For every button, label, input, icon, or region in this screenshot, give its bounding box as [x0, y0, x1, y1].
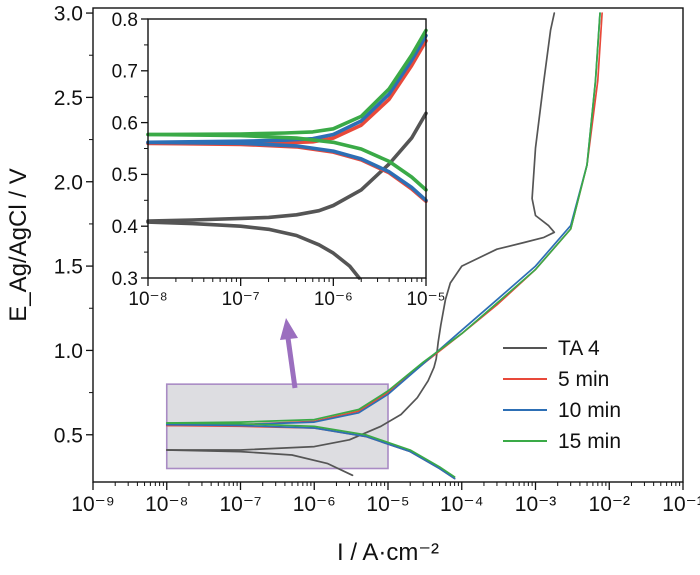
legend-label: TA 4	[558, 337, 600, 360]
main-series-3-branch-0	[165, 12, 601, 424]
inset-x-tick-label: 10⁻⁶	[314, 289, 353, 310]
main-y-tick-label: 0.5	[54, 424, 83, 447]
main-x-tick-label: 10⁻⁸	[145, 493, 188, 516]
inset-series-2-branch-1	[146, 140, 428, 203]
inset-y-tick-label: 0.8	[112, 10, 138, 31]
inset-x-tick-label: 10⁻⁷	[222, 289, 260, 310]
inset-plot: 10⁻⁸ 10⁻⁷ 10⁻⁶ 10⁻⁵ 0.3 0.4 0.5 0.6 0.7 0.8	[112, 10, 446, 310]
main-plot: 10⁻⁹ 10⁻⁸ 10⁻⁷ 10⁻⁶ 10⁻⁵ 10⁻⁴ 10⁻³ 10⁻² 10⁻¹0.51…	[5, 3, 700, 566]
inset-y-tick-label: 0.3	[112, 269, 138, 290]
x-axis-label: I / A·cm⁻²	[337, 539, 439, 566]
inset-series-3-branch-0	[146, 28, 428, 137]
main-x-tick-label: 10⁻⁵	[366, 493, 409, 516]
main-x-tick-label: 10⁻⁹	[71, 493, 114, 516]
inset-x-tick-label: 10⁻⁸	[128, 289, 167, 310]
main-y-tick-label: 3.0	[54, 3, 83, 26]
legend-label: 15 min	[558, 430, 621, 453]
main-y-tick-label: 2.5	[54, 87, 83, 110]
main-x-tick-label: 10⁻³	[515, 493, 556, 516]
main-series-0-branch-1	[165, 449, 354, 477]
inset-series-3-branch-1	[146, 132, 428, 192]
main-x-tick-label: 10⁻⁷	[219, 493, 261, 516]
main-y-tick-label: 1.5	[54, 256, 83, 279]
legend-label: 10 min	[558, 399, 621, 422]
inset-series-2-branch-0	[146, 33, 428, 145]
inset-y-tick-label: 0.6	[112, 113, 138, 134]
main-series-2-branch-1	[165, 423, 456, 480]
inset-y-tick-label: 0.4	[112, 217, 139, 238]
inset-x-tick-label: 10⁻⁵	[406, 289, 445, 310]
inset-y-tick-label: 0.5	[112, 165, 138, 186]
legend-label: 5 min	[558, 368, 609, 391]
main-y-tick-label: 1.0	[54, 340, 83, 363]
main-y-tick-label: 2.0	[54, 171, 83, 194]
inset-series-0-branch-0	[146, 111, 428, 223]
legend: TA 4 5 min 10 min 15 min	[503, 337, 621, 453]
main-x-tick-label: 10⁻²	[589, 493, 630, 516]
main-x-tick-label: 10⁻⁶	[293, 493, 336, 516]
y-axis-label: E_Ag/AgCl / V	[5, 168, 32, 321]
zoom-arrow	[280, 318, 298, 389]
inset-y-tick-label: 0.7	[112, 62, 138, 83]
inset-series-0-branch-1	[146, 220, 361, 280]
main-x-tick-label: 10⁻⁴	[440, 493, 483, 516]
main-series-3-branch-1	[165, 422, 456, 478]
main-x-tick-label: 10⁻¹	[662, 493, 700, 516]
main-series-0-branch-0	[165, 12, 556, 451]
